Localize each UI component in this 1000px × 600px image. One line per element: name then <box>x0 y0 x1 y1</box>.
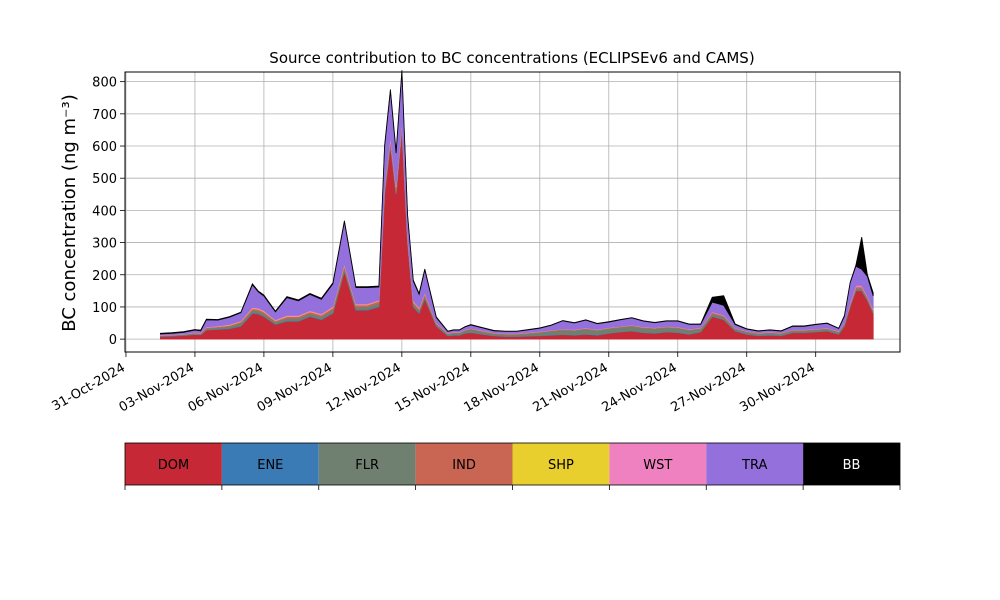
legend-swatch-ind <box>415 443 513 485</box>
x-tick-label: 15-Nov-2024 <box>393 360 473 415</box>
y-tick-label: 800 <box>92 76 117 91</box>
y-axis: 0 100 200 300 400 500 600 700 800 <box>92 76 125 348</box>
legend-swatch-bb <box>803 443 900 485</box>
x-tick-label: 06-Nov-2024 <box>186 360 266 415</box>
y-tick-label: 200 <box>92 269 117 284</box>
y-tick-label: 300 <box>92 237 117 252</box>
x-tick-label: 24-Nov-2024 <box>599 360 679 415</box>
x-tick-label: 12-Nov-2024 <box>324 360 404 415</box>
legend-label-ene: ENE <box>257 458 283 473</box>
plot-frame <box>124 71 901 353</box>
y-tick-label: 600 <box>92 140 117 155</box>
legend-label-tra: TRA <box>741 458 767 473</box>
y-tick-label: 700 <box>92 108 117 123</box>
y-axis-label: BC concentration (ng m⁻³) <box>59 94 80 332</box>
legend-label-shp: SHP <box>548 458 574 473</box>
area-tra <box>160 71 874 336</box>
legend-label-flr: FLR <box>355 458 379 473</box>
legend: DOM ENE FLR IND SHP WST TRA BB <box>124 442 901 490</box>
stacked-areas <box>160 70 874 340</box>
x-axis: 31-Oct-202403-Nov-202406-Nov-202409-Nov-… <box>50 352 818 415</box>
y-tick-label: 400 <box>92 204 117 219</box>
x-tick-label: 31-Oct-2024 <box>50 360 128 414</box>
legend-label-ind: IND <box>452 458 476 473</box>
area-bb <box>160 70 874 335</box>
y-tick-label: 0 <box>109 333 117 348</box>
legend-swatch-wst <box>609 443 707 485</box>
y-tick-label: 100 <box>92 301 117 316</box>
chart-title: Source contribution to BC concentrations… <box>269 49 754 67</box>
x-tick-label: 30-Nov-2024 <box>737 360 817 415</box>
legend-swatch-flr <box>318 443 416 485</box>
x-tick-label: 27-Nov-2024 <box>668 360 748 415</box>
x-tick-label: 09-Nov-2024 <box>255 360 335 415</box>
y-tick-label: 500 <box>92 172 117 187</box>
legend-swatch-dom <box>125 443 222 485</box>
legend-swatch-tra <box>706 443 804 485</box>
legend-label-bb: BB <box>843 458 861 473</box>
x-tick-label: 21-Nov-2024 <box>531 360 611 415</box>
legend-label-wst: WST <box>643 458 672 473</box>
x-tick-label: 03-Nov-2024 <box>117 360 197 415</box>
grid <box>125 72 900 352</box>
legend-swatch-shp <box>512 443 610 485</box>
legend-swatch-ene <box>221 443 319 485</box>
x-tick-label: 18-Nov-2024 <box>462 360 542 415</box>
legend-label-dom: DOM <box>158 458 189 473</box>
